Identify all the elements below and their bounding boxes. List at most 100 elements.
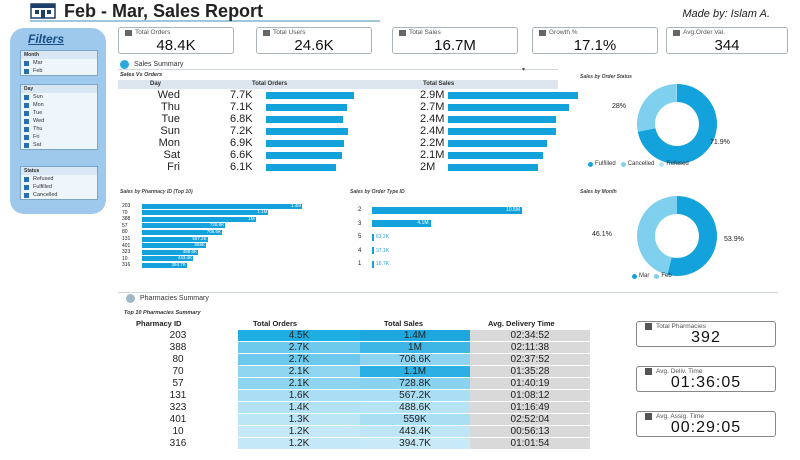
legend-item[interactable]: Refused [659, 161, 689, 167]
bar-row[interactable]: 70 1.1M [122, 209, 269, 216]
bar[interactable]: 488.6K [142, 249, 198, 255]
bar[interactable]: 728.8K [142, 222, 226, 229]
checkbox-icon[interactable] [24, 142, 29, 148]
bar-row[interactable]: 131 567.2K [122, 236, 208, 242]
bar-row[interactable]: 1 16.7K [358, 259, 389, 269]
header-total-sales[interactable]: Total Sales [423, 81, 455, 87]
bar-row[interactable]: 57 728.8K [122, 222, 226, 229]
donut-slice-cancelled[interactable] [637, 84, 677, 132]
bar[interactable] [372, 233, 374, 241]
bar-row[interactable]: 4 37.1K [358, 246, 389, 256]
table-row[interactable]: 57 2.1K 728.8K 01:40:19 [118, 378, 618, 390]
filter-option-fri[interactable]: Fri [21, 133, 97, 141]
header-total-sales[interactable]: Total Sales [384, 319, 424, 328]
header-total-orders[interactable]: Total Orders [252, 81, 288, 87]
filter-option-cancelled[interactable]: Cancelled [21, 191, 97, 199]
checkbox-icon[interactable] [24, 192, 29, 198]
donut-slice-fulfilled[interactable] [637, 84, 717, 164]
filter-option-mon[interactable]: Mon [21, 101, 97, 109]
bar[interactable]: 706.6K [142, 229, 222, 235]
checkbox-icon[interactable] [24, 118, 29, 124]
header-total-orders[interactable]: Total Orders [253, 319, 298, 328]
bar[interactable]: 443.4K [142, 255, 194, 262]
bar[interactable]: 4.1M [372, 220, 431, 227]
table-row[interactable]: Wed 7.7K 2.9M [118, 89, 578, 101]
header-pharmacy-id[interactable]: Pharmacy ID [136, 319, 182, 328]
bar-row[interactable]: 316 394.7K [122, 262, 187, 268]
table-row[interactable]: Fri 6.1K 2M [118, 161, 558, 173]
order-status-donut[interactable]: 71.9% 28% [582, 84, 772, 164]
legend-item[interactable]: Cancelled [620, 161, 654, 167]
header-avg-delivery[interactable]: Avg. Delivery Time [488, 319, 555, 328]
table-row[interactable]: 203 4.5K 1.4M 02:34:52 [118, 330, 618, 342]
orders-bar[interactable] [266, 164, 336, 171]
orders-bar[interactable] [266, 92, 354, 99]
filter-option-fulfilled[interactable]: Fulfilled [21, 183, 97, 191]
checkbox-icon[interactable] [24, 60, 29, 66]
header-day[interactable]: Day [150, 81, 162, 87]
sales-bar[interactable] [448, 152, 543, 159]
filter-option-sun[interactable]: Sun [21, 93, 97, 101]
legend-item[interactable]: Mar [632, 273, 649, 279]
bar[interactable]: 10.5M [372, 206, 522, 214]
bar[interactable] [372, 260, 374, 268]
sales-bar[interactable] [448, 140, 547, 147]
checkbox-icon[interactable] [24, 184, 29, 190]
filter-option-tue[interactable]: Tue [21, 109, 97, 117]
bar[interactable]: 1.1M [142, 209, 269, 216]
bar-row[interactable]: 5 63.2K [358, 232, 389, 242]
bar-row[interactable]: 80 706.6K [122, 229, 222, 235]
filter-option-refused[interactable]: Refused [21, 175, 97, 183]
bar[interactable]: 394.7K [142, 262, 187, 268]
table-row[interactable]: Sat 6.6K 2.1M [118, 149, 558, 161]
orders-bar[interactable] [266, 116, 344, 123]
sales-bar[interactable] [448, 92, 578, 99]
sales-bar[interactable] [448, 116, 556, 123]
month-filter[interactable]: Month Mar Feb [20, 50, 98, 76]
table-row[interactable]: 323 1.4K 488.6K 01:16:49 [118, 402, 618, 414]
bar-row[interactable]: 388 1M [122, 216, 256, 222]
donut-slice-mar[interactable] [667, 196, 717, 276]
bar-row[interactable]: 2 10.5M [358, 205, 522, 215]
bar[interactable]: 1M [142, 216, 256, 222]
table-row[interactable]: 401 1.3K 559K 02:52:04 [118, 414, 618, 426]
orders-bar[interactable] [266, 128, 348, 135]
table-row[interactable]: 388 2.7K 1M 02:11:38 [118, 342, 618, 354]
filter-option-wed[interactable]: Wed [21, 117, 97, 125]
table-row[interactable]: Tue 6.8K 2.4M [118, 113, 558, 125]
sales-bar[interactable] [448, 128, 556, 135]
checkbox-icon[interactable] [24, 68, 29, 74]
checkbox-icon[interactable] [24, 134, 29, 140]
filter-option-sat[interactable]: Sat [21, 141, 97, 149]
table-row[interactable]: 316 1.2K 394.7K 01:01:54 [118, 438, 618, 450]
legend-item[interactable]: Feb [654, 273, 672, 279]
chevron-down-icon[interactable]: ▾ [522, 67, 526, 73]
filter-option-feb[interactable]: Feb [21, 67, 97, 75]
bar-row[interactable]: 203 1.4M [122, 203, 302, 209]
donut-slice-feb[interactable] [637, 196, 677, 275]
sales-bar[interactable] [448, 104, 569, 111]
table-row[interactable]: Mon 6.9K 2.2M [118, 137, 558, 149]
checkbox-icon[interactable] [24, 110, 29, 116]
table-row[interactable]: 131 1.6K 567.2K 01:08:12 [118, 390, 618, 402]
bar-row[interactable]: 10 443.4K [122, 255, 194, 262]
filter-option-mar[interactable]: Mar [21, 59, 97, 67]
bar-row[interactable]: 323 488.6K [122, 249, 198, 255]
day-filter[interactable]: Day Sun Mon Tue Wed Thu Fri Sat [20, 84, 98, 150]
status-filter[interactable]: Status Refused Fulfilled Cancelled [20, 166, 98, 200]
checkbox-icon[interactable] [24, 176, 29, 182]
bar[interactable] [372, 247, 374, 254]
bar[interactable]: 559K [142, 242, 206, 249]
checkbox-icon[interactable] [24, 126, 29, 132]
table-row[interactable]: Sun 7.2K 2.4M [118, 125, 558, 137]
table-row[interactable]: 10 1.2K 443.4K 00:56:13 [118, 426, 618, 438]
orders-bar[interactable] [266, 152, 342, 159]
sales-bar[interactable] [448, 164, 538, 171]
orders-bar[interactable] [266, 104, 347, 111]
bar[interactable]: 1.4M [142, 203, 302, 209]
table-row[interactable]: Thu 7.1K 2.7M [118, 101, 569, 113]
bar-row[interactable]: 401 559K [122, 242, 206, 249]
bar-row[interactable]: 3 4.1M [358, 219, 431, 229]
table-row[interactable]: 80 2.7K 706.6K 02:37:52 [118, 354, 618, 366]
table-row[interactable]: 70 2.1K 1.1M 01:35:28 [118, 366, 618, 378]
